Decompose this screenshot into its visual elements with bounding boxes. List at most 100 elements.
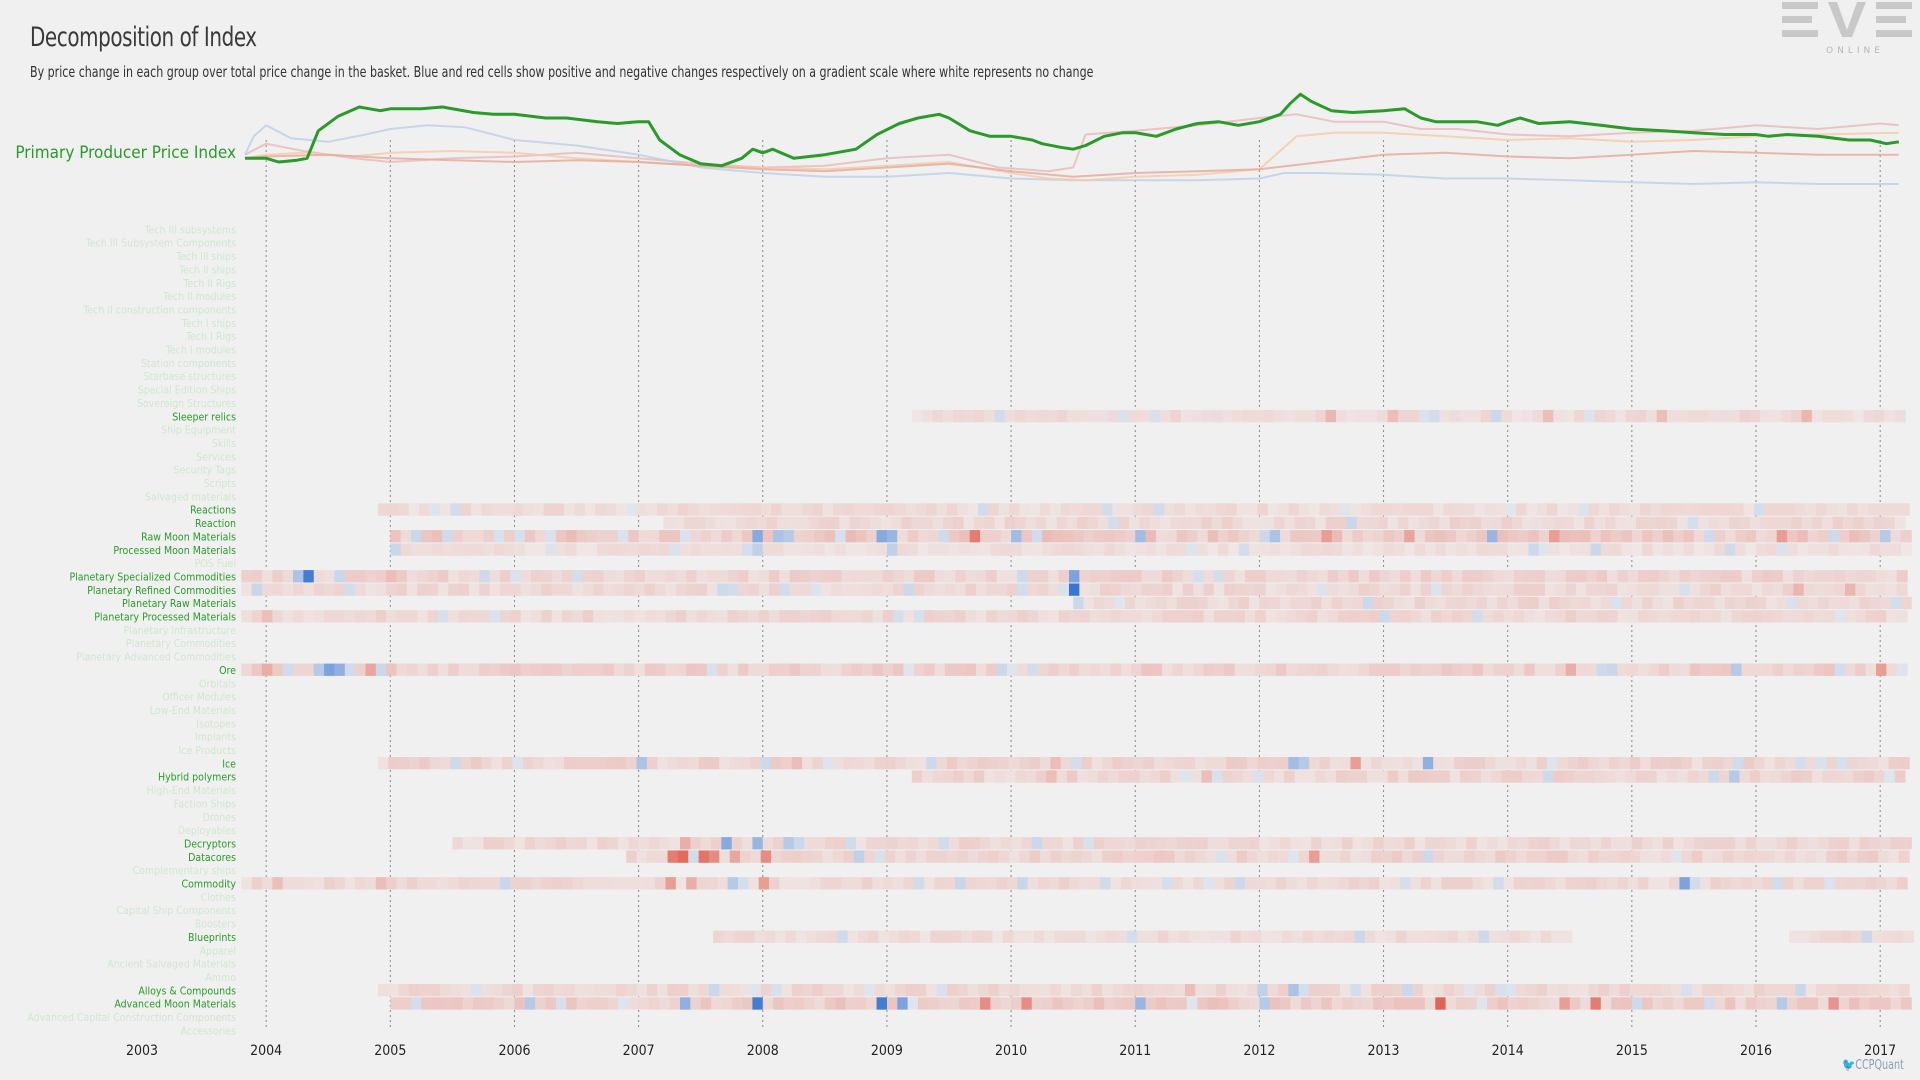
heatmap-cell (386, 583, 398, 596)
heatmap-cell (1547, 757, 1558, 770)
heatmap-cell (882, 663, 894, 676)
heatmap-cell (1679, 877, 1691, 890)
heatmap-cell (665, 610, 677, 623)
heatmap-cell (491, 757, 503, 770)
heatmap-cell (1031, 530, 1043, 543)
heatmap-cell (1195, 503, 1207, 516)
heatmap-cell (822, 850, 834, 863)
heatmap-cell (1780, 409, 1792, 423)
heatmap-cell (795, 930, 807, 943)
heatmap-cell (1112, 850, 1124, 863)
heatmap-cell (754, 930, 766, 943)
heatmap-cell (688, 850, 700, 863)
heatmap-cell (1275, 570, 1287, 583)
heatmap-cell (388, 503, 400, 516)
heatmap-cell (1518, 596, 1529, 610)
heatmap-cell (1745, 596, 1757, 610)
heatmap-cell (820, 877, 832, 890)
heatmap-cell (1340, 983, 1352, 997)
heatmap-cell (1586, 877, 1598, 890)
heatmap-cell (1029, 757, 1041, 770)
heatmap-cell (493, 543, 505, 556)
heatmap-cell (1795, 983, 1807, 997)
heatmap-cell (872, 877, 884, 890)
heatmap-cell (1062, 837, 1074, 850)
heatmap-cell (1414, 530, 1426, 543)
heatmap-cell (1691, 757, 1703, 770)
heatmap-cell (1232, 516, 1244, 530)
heatmap-cell (1455, 837, 1467, 850)
heatmap-cell (1052, 543, 1064, 556)
heatmap-cell (1803, 610, 1815, 623)
heatmap-cell (597, 543, 609, 556)
heatmap-cell (1604, 770, 1616, 783)
heatmap-cell (1687, 409, 1699, 423)
heatmap-cell (1325, 409, 1337, 423)
heatmap-cell (677, 503, 689, 516)
heatmap-cell (1503, 570, 1515, 583)
heatmap-cell (437, 663, 449, 676)
heatmap-cell (1586, 583, 1598, 596)
heatmap-cell (1640, 850, 1652, 863)
heatmap-cell (564, 757, 576, 770)
heatmap-cell (493, 530, 505, 543)
heatmap-cell (1888, 503, 1900, 516)
heatmap-cell (1689, 610, 1701, 623)
heatmap-cell (1004, 516, 1016, 530)
heatmap-cell (1410, 877, 1422, 890)
heatmap-cell (915, 850, 927, 863)
heatmap-cell (1393, 596, 1405, 610)
heatmap-cell (1780, 770, 1792, 783)
heatmap-cell (303, 583, 315, 596)
heatmap-cell (949, 543, 960, 556)
heatmap-cell (1213, 663, 1225, 676)
heatmap-cell (657, 983, 669, 997)
heatmap-cell (551, 570, 563, 583)
heatmap-cell (665, 877, 677, 890)
heatmap-cell (1480, 409, 1492, 423)
heatmap-cell (1290, 596, 1302, 610)
heatmap-cell (1249, 530, 1260, 543)
heatmap-cell (1482, 570, 1494, 583)
heatmap-cell (1766, 837, 1778, 850)
heatmap-cell (1058, 570, 1070, 583)
heatmap-cell (996, 663, 1008, 676)
heatmap-cell (810, 610, 822, 623)
heatmap-cell (1037, 663, 1049, 676)
heatmap-cell (1451, 663, 1463, 676)
heatmap-cell (1269, 530, 1281, 543)
heatmap-cell (932, 409, 944, 423)
heatmap-cell (1278, 983, 1289, 997)
heatmap-cell (1733, 757, 1745, 770)
heatmap-cell (1079, 877, 1091, 890)
heatmap-cell (251, 610, 263, 623)
heatmap-cell (1611, 543, 1623, 556)
heatmap-cell (872, 583, 884, 596)
heatmap-cell (949, 997, 960, 1010)
heatmap-cell (1836, 983, 1848, 997)
heatmap-cell (491, 983, 503, 997)
heatmap-cell (1335, 409, 1347, 423)
heatmap-cell (851, 570, 863, 583)
heatmap-cell (1615, 516, 1627, 530)
heatmap-cell (1693, 837, 1705, 850)
x-tick-label: 2012 (1243, 1043, 1275, 1059)
credit[interactable]: 🐦CCPQuant (1842, 1058, 1904, 1073)
heatmap-cell (1280, 543, 1292, 556)
heatmap-cell (1338, 583, 1349, 596)
heatmap-cell (1195, 757, 1207, 770)
heatmap-cell (1770, 516, 1782, 530)
heatmap-cell (833, 503, 845, 516)
heatmap-cell (1466, 997, 1478, 1010)
heatmap-cell (1232, 770, 1244, 783)
heatmap-cell (1420, 583, 1432, 596)
heatmap-cell (375, 570, 387, 583)
heatmap-cell (727, 570, 739, 583)
heatmap-cell (1462, 610, 1474, 623)
heatmap-cell (1797, 997, 1809, 1010)
heatmap-cell (901, 516, 913, 530)
heatmap-cell (1656, 516, 1668, 530)
heatmap-cell (636, 850, 648, 863)
heatmap-cell (882, 570, 894, 583)
heatmap-cell (816, 930, 828, 943)
